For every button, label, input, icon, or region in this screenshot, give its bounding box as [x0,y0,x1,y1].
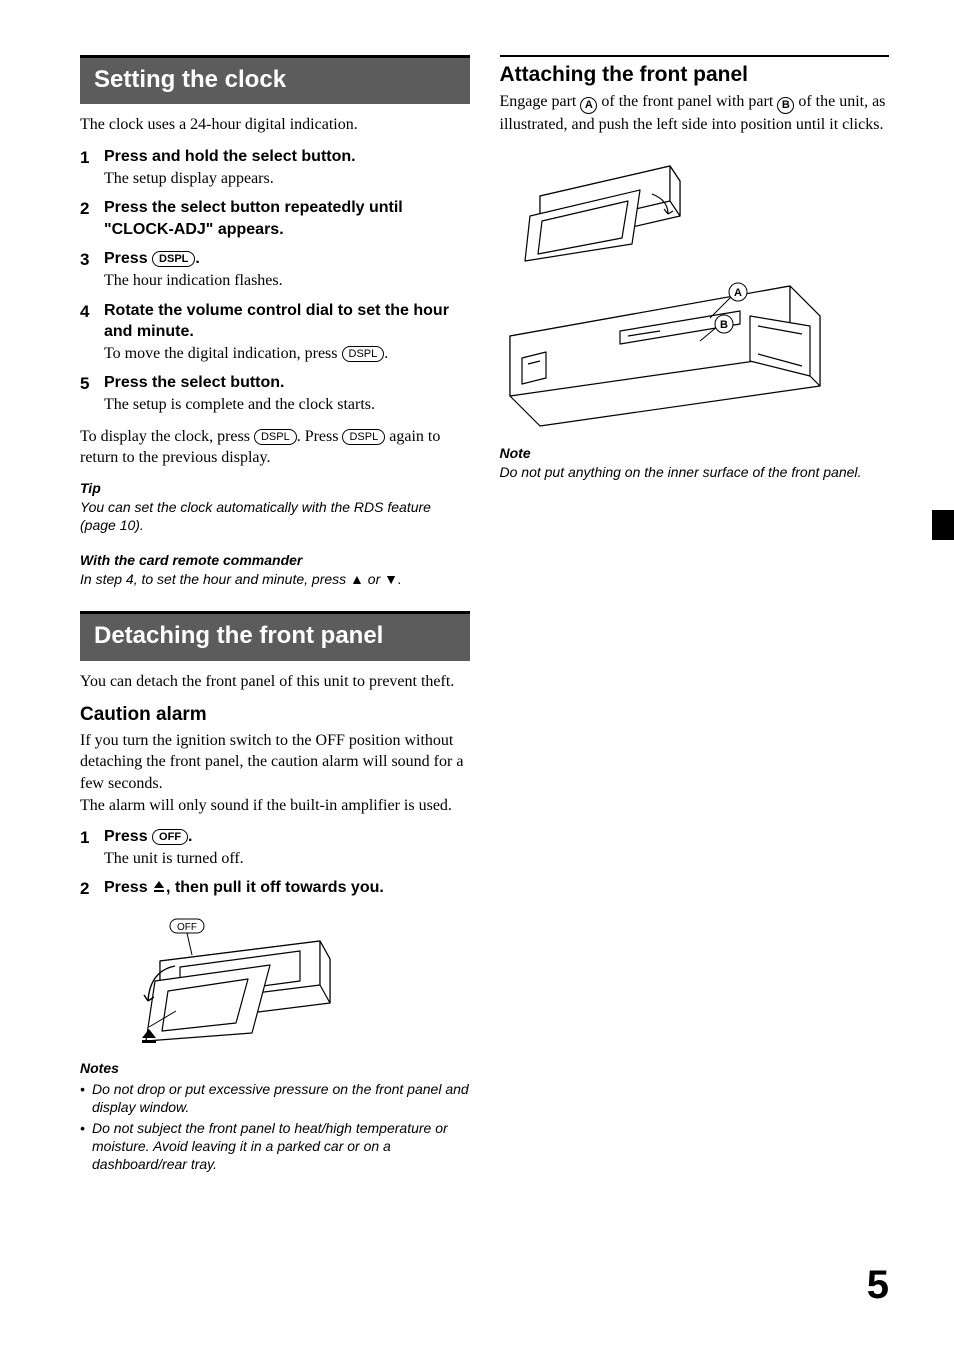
clock-step-1: 1 Press and hold the select button. The … [80,146,470,189]
note-item: Do not drop or put excessive pressure on… [80,1080,470,1116]
remote-text: In step 4, to set the hour and minute, p… [80,570,470,589]
detach-illustration: OFF [120,911,350,1051]
circled-a-icon: A [580,97,597,114]
right-column: Attaching the front panel Engage part A … [500,55,890,1175]
attach-para: Engage part A of the front panel with pa… [500,91,890,136]
page-edge-tab [932,510,954,540]
section-title-clock: Setting the clock [80,55,470,104]
notes-heading: Notes [80,1059,470,1078]
off-button-label: OFF [152,829,188,845]
eject-icon [152,880,166,894]
dspl-button-label: DSPL [342,346,385,362]
off-label-text: OFF [177,922,197,933]
clock-step-2: 2 Press the select button repeatedly unt… [80,197,470,240]
clock-step-5: 5 Press the select button. The setup is … [80,372,470,415]
dspl-button-label: DSPL [254,429,297,445]
left-column: Setting the clock The clock uses a 24-ho… [80,55,470,1175]
dspl-button-label: DSPL [342,429,385,445]
caution-text: If you turn the ignition switch to the O… [80,730,470,816]
circled-a-callout: A [734,287,742,299]
detach-step-1: 1 Press OFF. The unit is turned off. [80,826,470,869]
note-heading: Note [500,444,890,463]
remote-heading: With the card remote commander [80,551,470,570]
tip-text: You can set the clock automatically with… [80,498,470,536]
up-arrow-icon: ▲ [350,571,364,587]
clock-after-steps: To display the clock, press DSPL. Press … [80,426,470,469]
clock-step-3: 3 Press DSPL. The hour indication flashe… [80,248,470,291]
page-number: 5 [867,1258,889,1312]
clock-steps: 1 Press and hold the select button. The … [80,146,470,416]
section-title-detach: Detaching the front panel [80,611,470,660]
note-item: Do not subject the front panel to heat/h… [80,1119,470,1174]
caution-heading: Caution alarm [80,702,470,728]
circled-b-callout: B [720,319,728,331]
clock-intro: The clock uses a 24-hour digital indicat… [80,114,470,136]
dspl-button-label: DSPL [152,251,195,267]
page-columns: Setting the clock The clock uses a 24-ho… [80,55,889,1175]
notes-list: Do not drop or put excessive pressure on… [80,1080,470,1173]
attach-heading: Attaching the front panel [500,55,890,89]
detach-steps: 1 Press OFF. The unit is turned off. 2 P… [80,826,470,901]
down-arrow-icon: ▼ [384,571,398,587]
circled-b-icon: B [777,97,794,114]
note-text: Do not put anything on the inner surface… [500,463,890,482]
tip-heading: Tip [80,479,470,498]
detach-step-2: 2 Press , then pull it off towards you. [80,877,470,901]
detach-intro: You can detach the front panel of this u… [80,671,470,693]
clock-step-4: 4 Rotate the volume control dial to set … [80,300,470,365]
attach-illustration: A B [500,146,840,436]
